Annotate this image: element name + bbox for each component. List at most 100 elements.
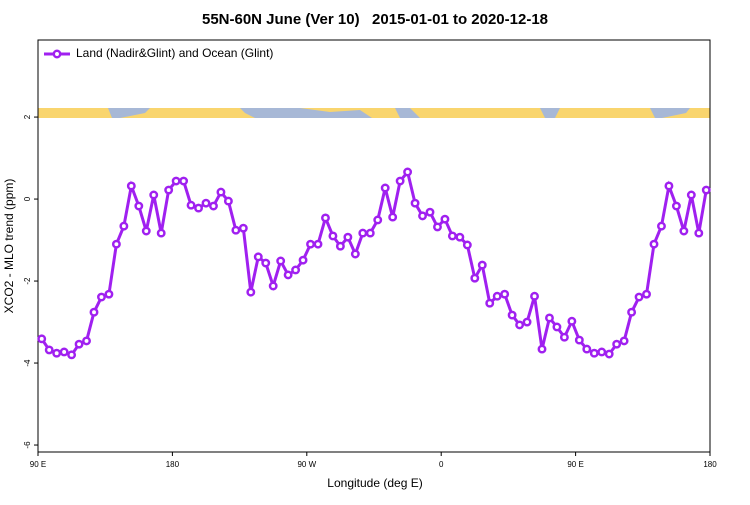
y-tick-label: -2 [23, 277, 32, 285]
data-point [141, 226, 151, 236]
data-point [634, 292, 644, 302]
data-point [604, 349, 614, 359]
x-tick-label: 0 [439, 460, 444, 469]
legend: Land (Nadir&Glint) and Ocean (Glint) [44, 46, 273, 60]
x-tick-label: 180 [703, 460, 717, 469]
data-point [649, 239, 659, 249]
data-point [201, 198, 211, 208]
map-strip [38, 108, 710, 118]
data-point [507, 310, 517, 320]
data-point [328, 231, 338, 241]
data-point [44, 345, 54, 355]
data-point [37, 334, 47, 344]
data-point [291, 265, 301, 275]
data-point [156, 228, 166, 238]
data-point [380, 183, 390, 193]
data-point [313, 239, 323, 249]
data-point [231, 225, 241, 235]
data-point [171, 176, 181, 186]
legend-marker [52, 49, 62, 59]
x-axis-label: Longitude (deg E) [327, 476, 422, 490]
data-point [321, 213, 330, 223]
data-point [395, 176, 405, 186]
data-point [59, 347, 69, 357]
data-point [298, 255, 308, 265]
data-point [276, 256, 286, 266]
y-tick-label: -6 [23, 441, 32, 449]
data-point [686, 190, 696, 200]
data-point [694, 228, 704, 238]
data-point [194, 203, 203, 213]
data-point [500, 289, 510, 299]
legend-label: Land (Nadir&Glint) and Ocean (Glint) [76, 46, 273, 60]
data-point [403, 167, 413, 177]
data-point [373, 215, 383, 225]
data-point [149, 190, 159, 200]
data-point [515, 320, 525, 330]
y-tick-label: 2 [23, 114, 32, 119]
data-point [216, 187, 226, 197]
data-point [582, 344, 592, 354]
map-ocean [108, 108, 690, 118]
data-point [462, 240, 472, 250]
data-point [627, 307, 637, 317]
data-point [388, 212, 398, 222]
data-point [418, 211, 427, 221]
data-point [111, 239, 121, 249]
data-point [343, 232, 353, 242]
y-axis-label: XCO2 - MLO trend (ppm) [2, 179, 16, 314]
data-point [619, 336, 629, 346]
data-point [440, 214, 450, 224]
map-land [38, 108, 710, 118]
chart-title: 55N-60N June (Ver 10) 2015-01-01 to 2020… [202, 11, 548, 28]
data-point [365, 228, 375, 238]
data-point [74, 339, 84, 349]
data-point [410, 198, 420, 208]
data-point [164, 185, 174, 195]
data-point [589, 348, 599, 358]
data-point [574, 335, 584, 345]
data-point [477, 260, 487, 270]
data-point [306, 239, 315, 249]
data-point [567, 316, 577, 326]
data-point [671, 201, 681, 211]
data-point [530, 291, 539, 301]
data-point [134, 201, 144, 211]
data-point [492, 291, 502, 301]
data-point [89, 307, 99, 317]
x-tick-label: 90 E [567, 460, 583, 469]
data-point [268, 281, 278, 291]
data-point [612, 339, 622, 349]
data-point [67, 350, 77, 360]
data-point [335, 241, 345, 251]
data-point [179, 176, 189, 186]
x-tick-label: 180 [166, 460, 180, 469]
data-point [552, 322, 562, 332]
plot-frame [37, 39, 711, 453]
data-point [470, 273, 480, 283]
data-point [253, 252, 263, 262]
data-point [283, 270, 293, 280]
data-point [537, 344, 547, 354]
data-point [261, 258, 271, 268]
data-point [455, 232, 465, 242]
data-point [657, 221, 666, 231]
data-point [82, 336, 91, 346]
data-point [522, 317, 532, 327]
data-point [246, 287, 256, 297]
data-point [447, 231, 457, 241]
data-point [209, 201, 218, 211]
data-point [545, 313, 554, 323]
data-point [104, 289, 114, 299]
data-point [679, 226, 689, 236]
data-point [238, 223, 248, 233]
data-point [119, 221, 129, 231]
data-point [126, 181, 136, 191]
data-point [642, 289, 651, 299]
y-tick-label: 0 [23, 196, 32, 201]
x-tick-label: 90 E [30, 460, 46, 469]
data-point [597, 347, 607, 357]
data-point [52, 348, 62, 358]
data-point [559, 332, 569, 342]
